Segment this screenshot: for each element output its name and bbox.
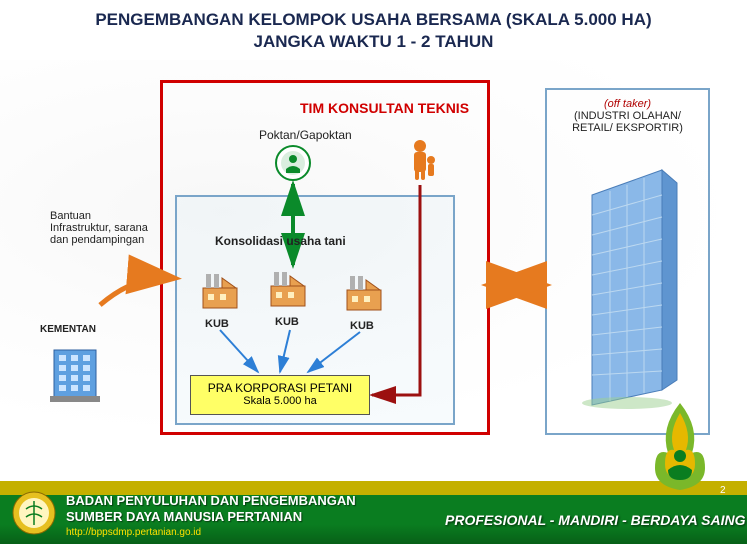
label-poktan: Poktan/Gapoktan (259, 128, 352, 142)
footer-line2: SUMBER DAYA MANUSIA PERTANIAN (66, 509, 356, 525)
agency-logo-icon (12, 491, 56, 535)
person-icon (406, 138, 440, 182)
kub-factory-icon (268, 268, 308, 308)
kub-factory-icon (200, 270, 240, 310)
flame-logo-icon (640, 398, 720, 493)
label-bantuan: Bantuan Infrastruktur, sarana dan pendam… (50, 210, 150, 246)
label-konsolidasi: Konsolidasi usaha tani (215, 234, 346, 248)
offtaker-italic: (off taker) (604, 98, 651, 110)
title-line1: PENGEMBANGAN KELOMPOK USAHA BERSAMA (SKA… (0, 10, 747, 30)
pra-line1: PRA KORPORASI PETANI (191, 381, 369, 395)
footer-motto: PROFESIONAL - MANDIRI - BERDAYA SAING (445, 512, 746, 528)
kub-factory-icon (344, 272, 384, 312)
kub-label: KUB (275, 316, 299, 328)
title-line2: JANGKA WAKTU 1 - 2 TAHUN (0, 32, 747, 52)
offtaker-text: (INDUSTRI OLAHAN/ RETAIL/ EKSPORTIR) (572, 110, 683, 134)
kub-label: KUB (350, 320, 374, 332)
pra-line2: Skala 5.000 ha (191, 395, 369, 407)
poktan-icon (275, 145, 311, 181)
footer-agency-name: BADAN PENYULUHAN DAN PENGEMBANGAN SUMBER… (66, 493, 356, 524)
label-kementan: KEMENTAN (40, 324, 96, 335)
slide-title: PENGEMBANGAN KELOMPOK USAHA BERSAMA (SKA… (0, 10, 747, 52)
label-konsultan: TIM KONSULTAN TEKNIS (300, 100, 469, 116)
kub-label: KUB (205, 318, 229, 330)
pra-korporasi-box: PRA KORPORASI PETANI Skala 5.000 ha (190, 375, 370, 415)
page-number: 2 (720, 485, 726, 496)
offtaker-building-icon (572, 165, 682, 410)
footer-url: http://bppsdmp.pertanian.go.id (66, 527, 201, 538)
label-offtaker: (off taker) (INDUSTRI OLAHAN/ RETAIL/ EK… (555, 98, 700, 134)
kementan-building-icon (50, 340, 100, 402)
footer-line1: BADAN PENYULUHAN DAN PENGEMBANGAN (66, 493, 356, 509)
